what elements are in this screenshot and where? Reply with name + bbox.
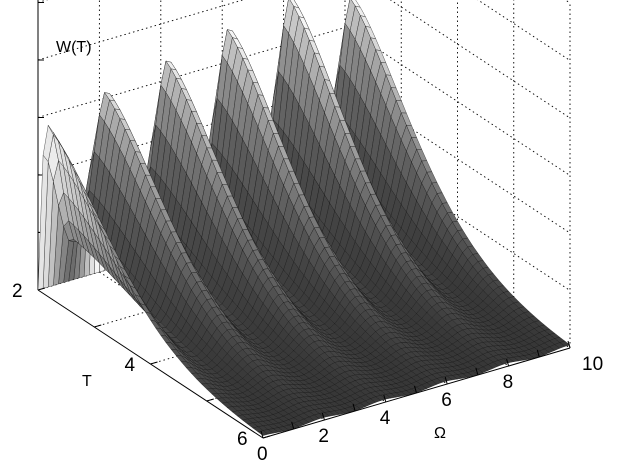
omega-tick: [321, 412, 325, 421]
omega-tick-label: 10: [582, 354, 603, 375]
t-axis-ticks: 2 4 6: [12, 281, 248, 450]
t-tick: [94, 324, 102, 328]
omega-tick-label: 4: [380, 408, 391, 429]
omega-tick: [414, 385, 417, 394]
omega-tick-label: 6: [441, 390, 452, 411]
surface-mesh: [37, 0, 571, 436]
omega-tick: [567, 340, 571, 349]
omega-tick: [444, 376, 448, 385]
omega-tick-label: 2: [318, 426, 329, 447]
t-tick: [150, 361, 158, 365]
omega-tick: [475, 367, 479, 376]
t-tick-label: 4: [125, 355, 136, 376]
t-tick-label: 6: [237, 429, 248, 450]
t-tick-label: 2: [12, 281, 23, 302]
omega-axis-ticks: 0 2 4 6 8 10: [257, 354, 603, 462]
t-tick: [262, 435, 271, 439]
omega-tick: [506, 358, 510, 367]
omega-tick: [536, 349, 540, 358]
omega-tick: [352, 403, 356, 412]
x-axis-title: Ω: [434, 425, 446, 442]
t-tick: [37, 287, 46, 291]
axis-box-front: [37, 287, 571, 439]
omega-tick: [291, 421, 295, 430]
z-axis-title: W(T): [56, 39, 92, 56]
grid-line: [37, 0, 49, 3]
omega-tick-label: 0: [257, 444, 268, 462]
omega-tick: [383, 394, 387, 403]
omega-tick-label: 8: [503, 372, 514, 393]
y-axis-title: T: [82, 373, 92, 390]
omega-tick: [260, 430, 264, 439]
t-tick: [206, 398, 214, 402]
